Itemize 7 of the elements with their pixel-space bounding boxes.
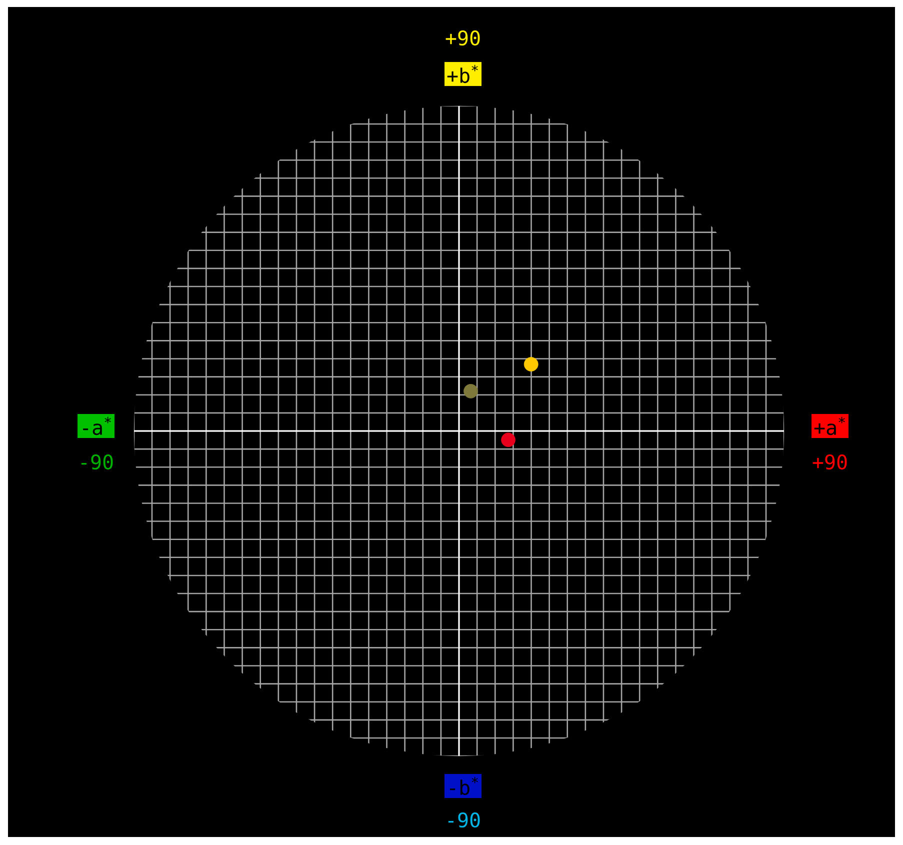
point: [464, 384, 478, 398]
annotation: -a$^{*}$: [82, 416, 111, 436]
point: [501, 432, 516, 448]
annotation: -b$^{*}$: [450, 776, 478, 796]
point: [524, 357, 538, 372]
annotation: +b$^{*}$: [447, 64, 478, 84]
annotation: +a$^{*}$: [814, 416, 845, 436]
